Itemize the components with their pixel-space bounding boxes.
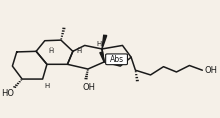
- Polygon shape: [102, 35, 107, 49]
- Text: HO: HO: [2, 89, 15, 98]
- Text: Ḧ: Ḧ: [49, 48, 54, 54]
- Text: H: H: [44, 83, 50, 89]
- Text: OH: OH: [82, 83, 95, 92]
- Polygon shape: [100, 52, 104, 62]
- Text: Abs: Abs: [110, 55, 124, 64]
- Text: Ḧ: Ḧ: [77, 48, 82, 54]
- Text: OH: OH: [205, 66, 218, 75]
- FancyBboxPatch shape: [106, 54, 127, 65]
- Text: H: H: [96, 41, 101, 47]
